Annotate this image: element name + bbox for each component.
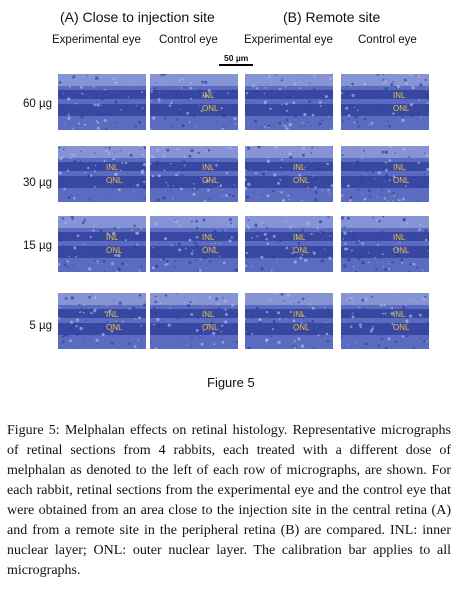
dose-label-5: 5 µg bbox=[29, 320, 52, 332]
micrograph-b-experimental-5ug: INL ONL bbox=[245, 293, 333, 349]
micrograph-a-experimental-60ug bbox=[58, 74, 146, 130]
onl-label: ONL bbox=[202, 323, 219, 332]
onl-label: ONL bbox=[393, 246, 410, 255]
micrograph-b-experimental-30ug: INL ONL bbox=[245, 146, 333, 202]
dose-label-15: 15 µg bbox=[22, 240, 52, 252]
micrograph-b-control-30ug: INL ONL bbox=[341, 146, 429, 202]
onl-label: ONL bbox=[106, 323, 123, 332]
micrograph-a-control-60ug: INL ONL bbox=[150, 74, 238, 130]
micrograph-b-experimental-60ug bbox=[245, 74, 333, 130]
inl-label: INL bbox=[393, 163, 406, 172]
micrograph-a-experimental-5ug: INL ONL bbox=[58, 293, 146, 349]
onl-label: ONL bbox=[293, 246, 310, 255]
micrograph-b-experimental-15ug: INL ONL bbox=[245, 216, 333, 272]
caption-body: Melphalan effects on retinal histology. … bbox=[7, 423, 451, 578]
inl-label: INL bbox=[202, 310, 215, 319]
onl-label: ONL bbox=[202, 176, 219, 185]
micrograph-a-experimental-30ug: INL ONL bbox=[58, 146, 146, 202]
inl-label: INL bbox=[393, 310, 406, 319]
inl-label: INL bbox=[293, 233, 306, 242]
scale-bar-label: 50 µm bbox=[224, 53, 249, 63]
inl-label: INL bbox=[393, 91, 406, 100]
inl-label: INL bbox=[293, 163, 306, 172]
inl-label: INL bbox=[106, 163, 119, 172]
onl-label: ONL bbox=[393, 176, 410, 185]
inl-label: INL bbox=[293, 310, 306, 319]
inl-label: INL bbox=[106, 233, 119, 242]
scale-bar bbox=[219, 64, 253, 66]
inl-label: INL bbox=[202, 233, 215, 242]
onl-label: ONL bbox=[393, 323, 410, 332]
caption-head: Figure 5: bbox=[7, 423, 60, 438]
micrograph-b-control-60ug: INL ONL bbox=[341, 74, 429, 130]
micrograph-a-control-30ug: INL ONL bbox=[150, 146, 238, 202]
figure-label: Figure 5 bbox=[207, 375, 255, 390]
column-header-b-control: Control eye bbox=[358, 34, 417, 46]
onl-label: ONL bbox=[202, 246, 219, 255]
inl-label: INL bbox=[202, 91, 215, 100]
figure-caption: Figure 5: Melphalan effects on retinal h… bbox=[7, 421, 451, 581]
micrograph-a-control-15ug: INL ONL bbox=[150, 216, 238, 272]
column-header-a-experimental: Experimental eye bbox=[52, 34, 141, 46]
inl-label: INL bbox=[393, 233, 406, 242]
dose-label-30: 30 µg bbox=[22, 177, 52, 189]
onl-label: ONL bbox=[293, 323, 310, 332]
onl-label: ONL bbox=[202, 104, 219, 113]
inl-label: INL bbox=[106, 310, 119, 319]
onl-label: ONL bbox=[106, 246, 123, 255]
inl-label: INL bbox=[202, 163, 215, 172]
group-b-title: (B) Remote site bbox=[283, 9, 381, 25]
onl-label: ONL bbox=[106, 176, 123, 185]
column-header-b-experimental: Experimental eye bbox=[244, 34, 333, 46]
micrograph-a-control-5ug: INL ONL bbox=[150, 293, 238, 349]
micrograph-b-control-15ug: INL ONL bbox=[341, 216, 429, 272]
micrograph-b-control-5ug: INL ONL bbox=[341, 293, 429, 349]
onl-label: ONL bbox=[393, 104, 410, 113]
micrograph-a-experimental-15ug: INL ONL bbox=[58, 216, 146, 272]
dose-label-60: 60 µg bbox=[22, 98, 52, 110]
onl-label: ONL bbox=[293, 176, 310, 185]
column-header-a-control: Control eye bbox=[159, 34, 218, 46]
group-a-title: (A) Close to injection site bbox=[60, 9, 215, 25]
